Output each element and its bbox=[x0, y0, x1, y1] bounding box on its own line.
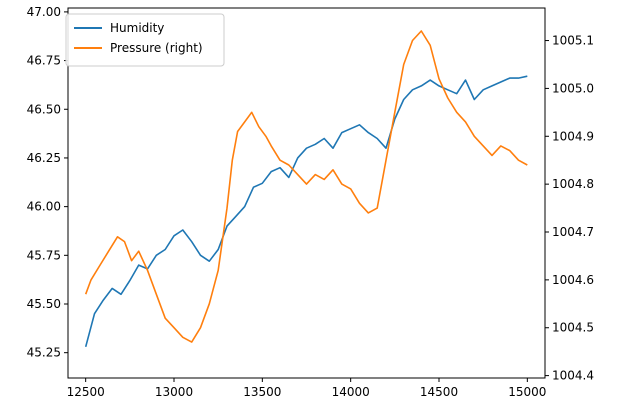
y-left-tick-label: 46.00 bbox=[27, 200, 61, 214]
plot-lines bbox=[84, 30, 528, 348]
plot-frame bbox=[67, 7, 546, 379]
x-tick-label: 13000 bbox=[155, 385, 193, 399]
series-line-humidity bbox=[84, 75, 528, 348]
y-left-tick-label: 47.00 bbox=[27, 5, 61, 19]
legend-box bbox=[65, 13, 225, 67]
y-right-tick-label: 1004.5 bbox=[552, 321, 594, 335]
y-right-tick-label: 1004.9 bbox=[552, 129, 594, 143]
y-right-tick-label: 1005.0 bbox=[552, 81, 594, 95]
y-left-tick-label: 46.50 bbox=[27, 102, 61, 116]
y-right-tick-label: 1004.7 bbox=[552, 225, 594, 239]
legend: Humidity Pressure (right) bbox=[65, 13, 225, 67]
y-left-tick-label: 45.50 bbox=[27, 297, 61, 311]
y-left-tick-label: 46.75 bbox=[27, 54, 61, 68]
legend-label-humidity: Humidity bbox=[110, 21, 164, 35]
y-right-tick-label: 1005.1 bbox=[552, 34, 594, 48]
x-axis: 12500 13000 13500 14000 14500 15000 bbox=[67, 378, 546, 399]
y-left-tick-label: 46.25 bbox=[27, 151, 61, 165]
y-axis-left: 45.25 45.50 45.75 46.00 46.25 46.50 46.75 47.00 bbox=[27, 5, 68, 360]
x-tick-label: 13500 bbox=[243, 385, 281, 399]
y-right-tick-label: 1004.6 bbox=[552, 273, 594, 287]
legend-label-pressure: Pressure (right) bbox=[110, 41, 203, 55]
y-left-tick-label: 45.75 bbox=[27, 248, 61, 262]
x-tick-label: 14000 bbox=[332, 385, 370, 399]
x-tick-label: 12500 bbox=[67, 385, 105, 399]
x-tick-label: 14500 bbox=[420, 385, 458, 399]
y-right-tick-label: 1004.4 bbox=[552, 369, 594, 383]
y-axis-right: 1004.4 1004.5 1004.6 1004.7 1004.8 1004.9 1005… bbox=[545, 34, 594, 383]
y-left-tick-label: 45.25 bbox=[27, 346, 61, 360]
series-line-pressure bbox=[84, 30, 528, 343]
y-right-tick-label: 1004.8 bbox=[552, 177, 594, 191]
x-tick-label: 15000 bbox=[508, 385, 546, 399]
